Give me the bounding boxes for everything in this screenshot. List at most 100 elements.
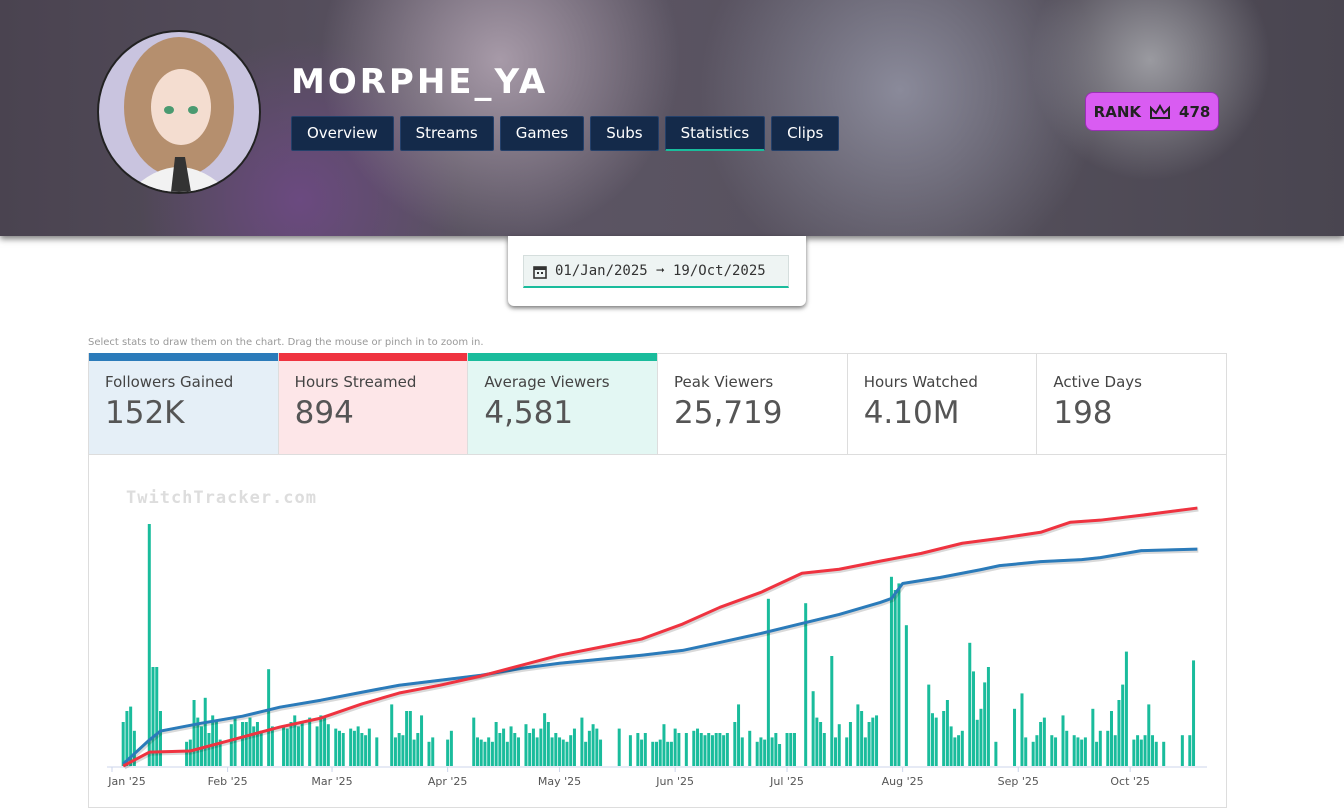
bar <box>259 730 263 766</box>
stat-color-bar <box>468 353 658 361</box>
bar <box>397 733 401 766</box>
nav-tab[interactable]: Subs <box>590 116 659 151</box>
bar <box>196 717 200 766</box>
date-range: 01/Jan/2025 ➞ 19/Oct/2025 <box>555 263 766 279</box>
bar <box>1013 708 1017 766</box>
bar <box>707 733 711 766</box>
bar <box>494 722 498 766</box>
stat-tile[interactable]: Hours Streamed 894 <box>278 353 469 454</box>
bar <box>248 717 252 766</box>
bar <box>972 671 976 766</box>
bar <box>994 741 998 766</box>
bar <box>188 739 192 766</box>
bar <box>871 717 875 766</box>
stat-tile[interactable]: Active Days 198 <box>1037 354 1226 454</box>
date-range-input[interactable]: 01/Jan/2025 ➞ 19/Oct/2025 <box>523 255 789 288</box>
stat-value: 894 <box>294 395 354 431</box>
bar <box>293 715 297 766</box>
bar <box>561 739 565 766</box>
bar <box>416 733 420 766</box>
bar <box>949 726 953 766</box>
x-tick-label: Jun '25 <box>655 775 694 788</box>
bar <box>341 733 345 766</box>
bar <box>975 719 979 766</box>
bar <box>580 717 584 766</box>
line-shadow <box>123 506 1199 770</box>
bar <box>863 737 867 766</box>
bar <box>1098 730 1102 766</box>
bar <box>352 730 356 766</box>
bar <box>334 728 338 766</box>
bar <box>1042 717 1046 766</box>
crown-icon <box>1150 103 1171 119</box>
bar <box>289 722 293 766</box>
bar <box>1065 730 1069 766</box>
bar <box>1147 704 1151 766</box>
bar <box>785 733 789 766</box>
bar <box>475 737 479 766</box>
bar <box>1117 700 1121 766</box>
bar <box>904 625 908 766</box>
bar <box>509 726 513 766</box>
bar <box>308 717 312 766</box>
bar <box>1080 739 1084 766</box>
rank-badge[interactable]: RANK 478 <box>1085 92 1219 131</box>
bar <box>960 730 964 766</box>
bar <box>356 726 360 766</box>
stat-tile[interactable]: Hours Watched 4.10M <box>848 354 1038 454</box>
bar <box>875 715 879 766</box>
nav-tab[interactable]: Games <box>499 116 585 151</box>
bar <box>651 741 655 766</box>
bar <box>405 711 409 766</box>
bar <box>710 735 714 766</box>
avatar <box>97 30 261 194</box>
bar <box>1072 735 1076 766</box>
bar <box>449 730 453 766</box>
bar <box>737 704 741 766</box>
nav-tab[interactable]: Clips <box>771 116 840 151</box>
bar <box>1162 741 1166 766</box>
avatar-art <box>124 37 234 192</box>
bar <box>1139 739 1143 766</box>
bar <box>1031 741 1035 766</box>
hint-text: Select stats to draw them on the chart. … <box>88 337 484 348</box>
bar <box>1039 722 1043 766</box>
bar <box>643 733 647 766</box>
bar <box>125 711 129 766</box>
bar <box>983 682 987 766</box>
date-card: 01/Jan/2025 ➞ 19/Oct/2025 <box>508 236 806 306</box>
bar <box>714 733 718 766</box>
bar <box>658 739 662 766</box>
bar <box>155 667 159 766</box>
bar <box>502 728 506 766</box>
bar <box>930 713 934 766</box>
bar <box>733 722 737 766</box>
bar <box>546 722 550 766</box>
bar <box>860 711 864 766</box>
nav-tab[interactable]: Statistics <box>664 116 766 151</box>
stat-tile[interactable]: Peak Viewers 25,719 <box>658 354 848 454</box>
bar <box>498 733 502 766</box>
bar <box>375 737 379 766</box>
stat-tile[interactable]: Followers Gained 152K <box>89 353 279 454</box>
bar <box>558 737 562 766</box>
bar <box>1154 741 1158 766</box>
bar <box>942 711 946 766</box>
bar <box>431 737 435 766</box>
bar <box>1121 684 1125 766</box>
bar <box>129 706 133 766</box>
bar <box>490 741 494 766</box>
x-tick-label: Jan '25 <box>107 775 145 788</box>
bar <box>412 739 416 766</box>
bar <box>703 735 707 766</box>
bar <box>792 733 796 766</box>
bar <box>211 715 215 766</box>
stat-tile[interactable]: Average Viewers 4,581 <box>468 353 659 454</box>
bar <box>535 737 539 766</box>
nav-tab[interactable]: Overview <box>291 116 394 151</box>
bar <box>1188 735 1192 766</box>
stat-label: Hours Streamed <box>294 373 417 391</box>
bar <box>1095 741 1099 766</box>
nav-tab[interactable]: Streams <box>399 116 494 151</box>
bar <box>233 717 237 766</box>
